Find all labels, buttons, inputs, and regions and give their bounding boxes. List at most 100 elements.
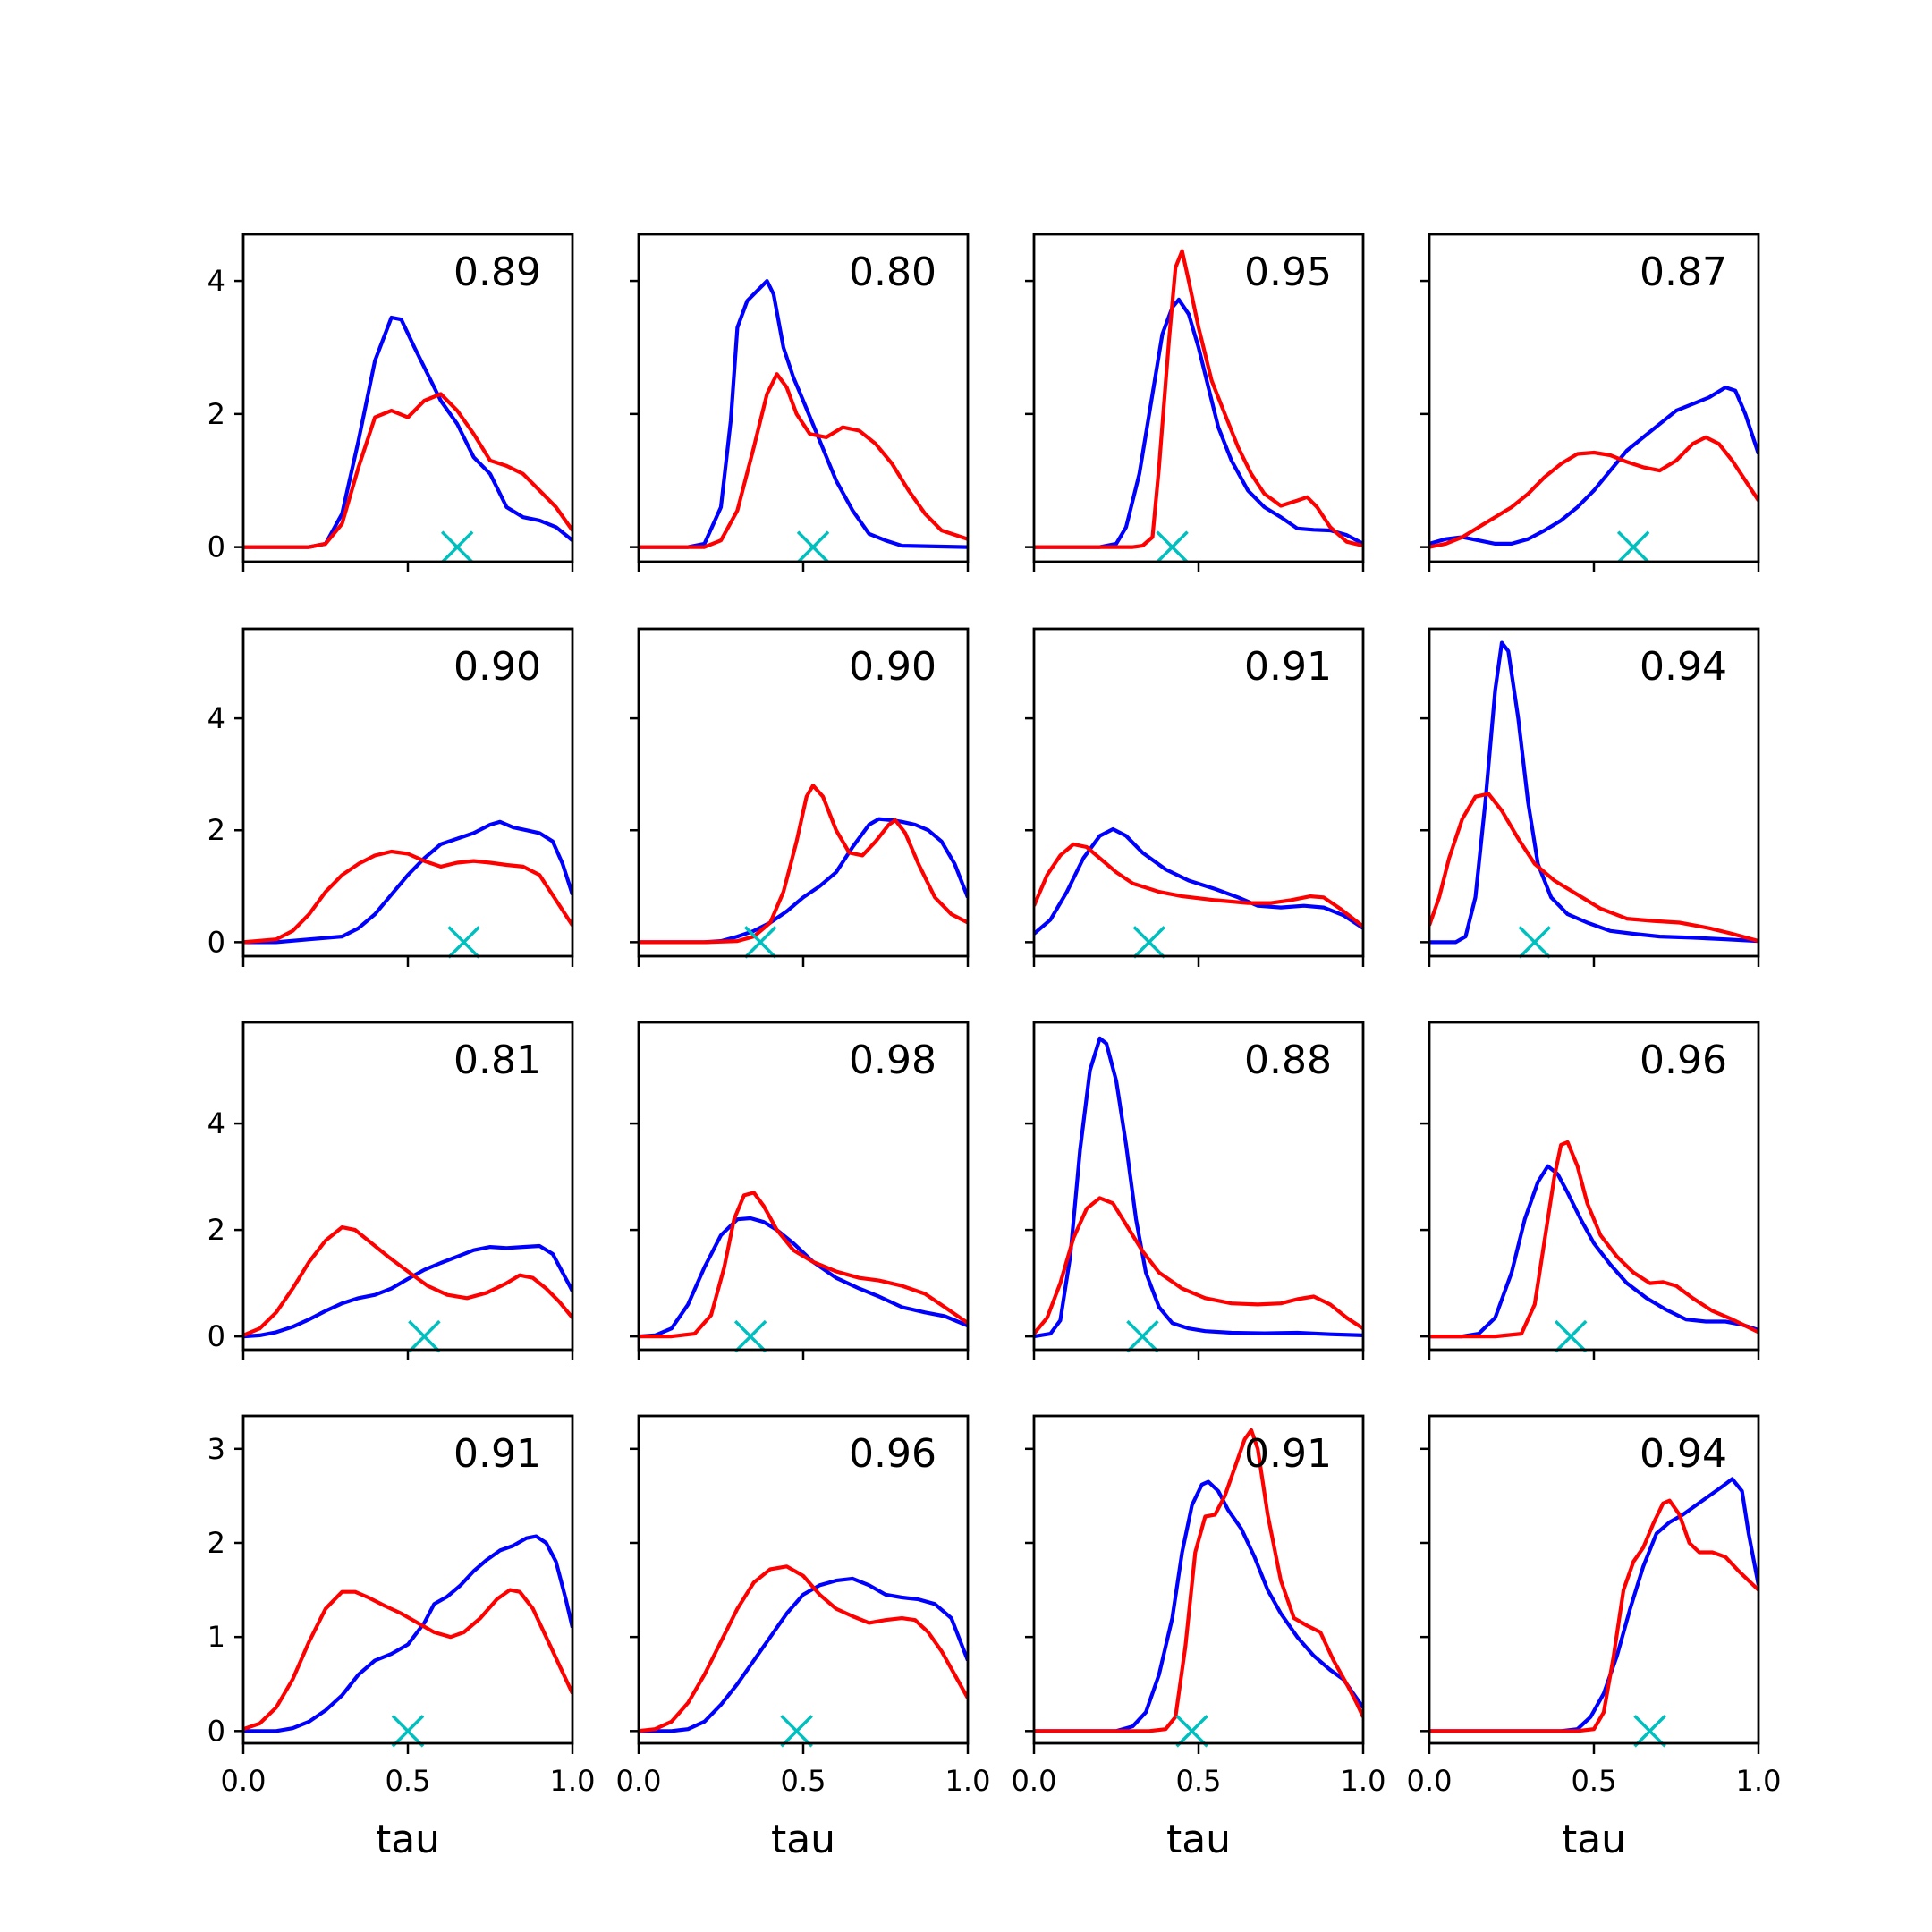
series-line-blue (243, 819, 572, 945)
panel-value-label: 0.96 (849, 1431, 936, 1477)
panel-value-label: 0.90 (849, 644, 936, 690)
series-line-red (243, 1225, 572, 1337)
y-tick-label: 2 (208, 813, 225, 847)
y-tick-label: 1 (208, 1620, 225, 1654)
panel: 0.96 (1420, 1021, 1760, 1360)
x-marker (1132, 926, 1166, 959)
panel-value-label: 0.88 (1244, 1038, 1332, 1083)
x-marker (391, 1715, 425, 1748)
panel-value-label: 0.89 (453, 250, 541, 295)
series-line-blue (639, 279, 968, 549)
x-tick-label: 1.0 (1736, 1764, 1782, 1798)
y-tick-label: 4 (208, 264, 225, 298)
series-line-blue (1429, 640, 1758, 945)
x-marker (796, 530, 830, 564)
series-line-red (1034, 249, 1363, 549)
panel-value-label: 0.80 (849, 250, 936, 295)
panel: 0.88 (1025, 1021, 1365, 1360)
x-marker (1555, 1319, 1588, 1353)
x-marker-stroke (743, 926, 777, 959)
x-marker (780, 1715, 813, 1748)
x-marker-stroke (408, 1319, 441, 1353)
x-marker (733, 1319, 767, 1353)
series-line-red (1429, 435, 1758, 549)
panel: 0.90 0 2 4 (208, 627, 574, 967)
x-marker-stroke (440, 530, 474, 564)
panel: 0.98 (630, 1021, 970, 1360)
series-line-red (639, 1564, 968, 1733)
panel-value-label: 0.90 (453, 644, 541, 690)
panel-value-label: 0.94 (1640, 1431, 1727, 1477)
x-marker-stroke (780, 1715, 813, 1748)
x-marker-stroke (1156, 530, 1189, 564)
panel-value-label: 0.91 (1244, 1431, 1332, 1477)
panel: 0.94 0.0 0.5 1.0 tau (1407, 1414, 1782, 1862)
panel: 0.80 (630, 233, 970, 572)
series-line-red (243, 1588, 572, 1732)
panel-value-label: 0.98 (849, 1038, 936, 1083)
series-line-blue (243, 315, 572, 549)
series-line-red (639, 1191, 968, 1339)
x-tick-label: 0.0 (1012, 1764, 1057, 1798)
x-tick-label: 0.0 (616, 1764, 662, 1798)
series-line-red (1034, 1196, 1363, 1335)
x-axis-label: tau (1166, 1817, 1231, 1862)
x-marker (1126, 1319, 1159, 1353)
x-marker (447, 926, 480, 959)
x-tick-label: 0.0 (221, 1764, 267, 1798)
x-tick-label: 0.5 (1176, 1764, 1222, 1798)
panel: 0.94 (1420, 627, 1760, 967)
x-marker (1156, 530, 1189, 564)
panel: 0.91 0 1 2 3 0.0 0.5 1.0 tau (208, 1414, 596, 1862)
series-line-red (1429, 1140, 1758, 1339)
series-line-blue (1034, 1036, 1363, 1339)
y-tick-label: 3 (208, 1432, 225, 1466)
x-marker-stroke (1132, 926, 1166, 959)
x-tick-label: 1.0 (550, 1764, 596, 1798)
panel: 0.87 (1420, 233, 1760, 572)
series-line-red (1429, 1498, 1758, 1733)
x-marker-stroke (1555, 1319, 1588, 1353)
y-tick-label: 0 (208, 925, 225, 959)
x-marker (1175, 1715, 1208, 1748)
x-tick-label: 1.0 (1341, 1764, 1386, 1798)
x-marker (440, 530, 474, 564)
panel-value-label: 0.91 (1244, 644, 1332, 690)
panel: 0.91 (1025, 627, 1365, 967)
series-line-red (639, 372, 968, 549)
x-marker (1633, 1715, 1666, 1748)
series-line-red (639, 784, 968, 945)
series-line-blue (639, 1576, 968, 1733)
panel: 0.95 (1025, 233, 1365, 572)
x-marker-stroke (1633, 1715, 1666, 1748)
x-marker (1616, 530, 1650, 564)
panel-value-label: 0.94 (1640, 644, 1727, 690)
x-marker-stroke (1518, 926, 1551, 959)
series-line-red (1034, 842, 1363, 928)
panel: 0.91 0.0 0.5 1.0 tau (1012, 1414, 1386, 1862)
series-line-red (1034, 1428, 1363, 1733)
series-line-red (243, 849, 572, 945)
x-marker-stroke (391, 1715, 425, 1748)
series-line-red (1429, 792, 1758, 944)
series-line-blue (1429, 1164, 1758, 1339)
panel: 0.96 0.0 0.5 1.0 tau (616, 1414, 990, 1862)
panel: 0.81 0 2 4 (208, 1021, 574, 1360)
y-tick-label: 0 (208, 1319, 225, 1353)
y-tick-label: 2 (208, 1213, 225, 1247)
y-tick-label: 0 (208, 530, 225, 564)
y-tick-label: 2 (208, 397, 225, 431)
x-marker-stroke (1126, 1319, 1159, 1353)
x-marker (743, 926, 777, 959)
x-marker-stroke (1175, 1715, 1208, 1748)
x-marker-stroke (1616, 530, 1650, 564)
series-line-blue (639, 817, 968, 945)
panel-value-label: 0.96 (1640, 1038, 1727, 1083)
series-line-red (243, 392, 572, 549)
series-line-blue (243, 1534, 572, 1733)
x-tick-label: 0.0 (1407, 1764, 1453, 1798)
x-axis-label: tau (1562, 1817, 1626, 1862)
